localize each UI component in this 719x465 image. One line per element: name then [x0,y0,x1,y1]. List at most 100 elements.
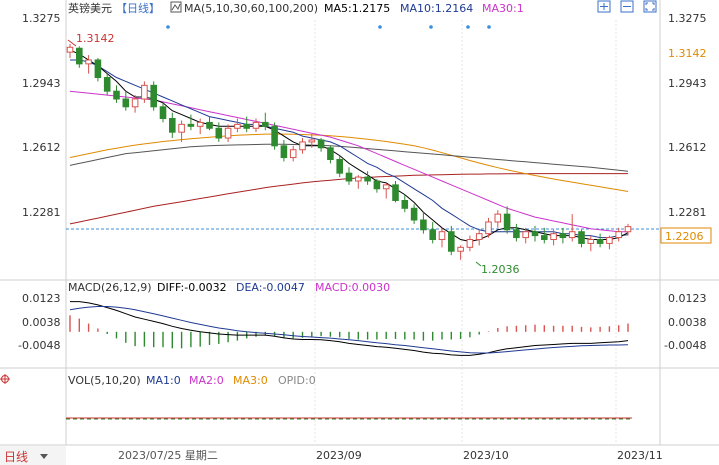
candle [262,112,269,131]
candle [541,227,548,244]
candle [494,210,502,228]
candle [420,212,427,234]
candle-body [410,207,418,221]
chevron-down-icon[interactable] [40,454,48,459]
event-markers [166,25,491,29]
vol-opid: OPID:0 [278,374,316,387]
candle-body [262,121,269,127]
candle-body [215,127,223,139]
date-label: 2023/10 [463,449,509,462]
candle-body [150,84,157,108]
candle-body [596,239,604,244]
vol-ma2: MA2:0 [189,374,224,387]
candle [76,46,83,68]
candle-body [382,184,390,190]
candle [224,124,232,142]
crosshair-icon[interactable] [0,374,10,384]
minimize-icon[interactable] [620,0,634,13]
candle [234,118,241,133]
left-axis-label: 1.2943 [22,77,61,90]
macd-axis-label-right: 0.0123 [668,292,707,305]
ma30-value: MA30:1 [482,2,524,15]
period-label[interactable]: 【日线】 [116,1,160,15]
candle-body [373,180,381,190]
candle-body [355,176,362,182]
candle-body [66,46,74,53]
candle [215,122,223,142]
macd-axis-label: -0.0048 [18,339,60,352]
indicator-icon[interactable] [170,1,182,13]
candle [150,81,157,111]
candle-body [169,118,176,133]
expand-icon[interactable] [597,0,611,13]
candle-body [513,229,520,239]
candle [568,214,576,242]
candle-body [429,229,436,241]
date-label: 2023/11 [617,449,663,462]
candle [382,182,390,199]
candle [624,223,632,236]
candle-body [252,121,260,129]
ma-params: MA(5,10,30,60,100,200) [184,2,318,15]
candle-body [485,221,492,235]
candle [66,43,74,59]
candle [503,206,511,234]
candle-body [336,158,343,174]
candle-body [280,145,288,159]
candle [327,145,334,164]
macd-value: MACD:0.0030 [315,281,390,294]
period-button-label[interactable]: 日线 [4,450,28,464]
candle-body [401,199,409,209]
high-annotation: 1.3142 [76,32,115,45]
current-price-tag [660,227,712,244]
candle [429,221,436,244]
candle-body [196,121,204,127]
candle-body [578,231,585,244]
ma30-line [69,90,628,233]
macd-dea: DEA:-0.0047 [236,281,305,294]
candle [448,225,455,256]
candle-body [438,231,446,241]
symbol-name: 英镑美元 [68,1,112,15]
candle [159,102,167,123]
fullscreen-icon[interactable] [643,0,657,13]
candle-body [103,77,111,92]
candle-body [187,123,195,127]
candle [615,227,622,242]
candle-body [466,239,474,248]
right-axis-high: 1.3142 [668,47,707,60]
vol-ma3: MA3:0 [233,374,268,387]
candle-body [178,123,185,133]
candle [392,180,399,203]
period-button[interactable] [0,446,66,465]
candle [410,204,418,224]
candle-body [299,141,306,151]
candle [271,122,278,150]
candle [85,55,92,74]
candle [578,229,585,248]
candle-body [624,226,632,233]
candle [401,194,409,213]
right-axis-label: 1.2281 [668,206,707,219]
candle [206,116,213,131]
candle [196,118,204,135]
candle-body [559,233,567,239]
low-annotation: 1.2036 [481,263,520,276]
candle-body [364,176,371,182]
candle [187,114,195,131]
candle [364,171,371,185]
candle-body [606,237,613,244]
candle [141,81,148,103]
candle [373,179,381,193]
candle [606,235,613,250]
candle-body [76,47,83,65]
candle-body [141,84,148,100]
vol-label: VOL(5,10,20) [68,374,141,387]
candle [345,167,353,185]
candle [559,227,567,244]
candle-body [345,172,353,182]
left-axis-label: 1.3275 [22,12,61,25]
diff-line [70,301,629,356]
macd-lines [69,301,629,356]
candle [475,229,483,246]
